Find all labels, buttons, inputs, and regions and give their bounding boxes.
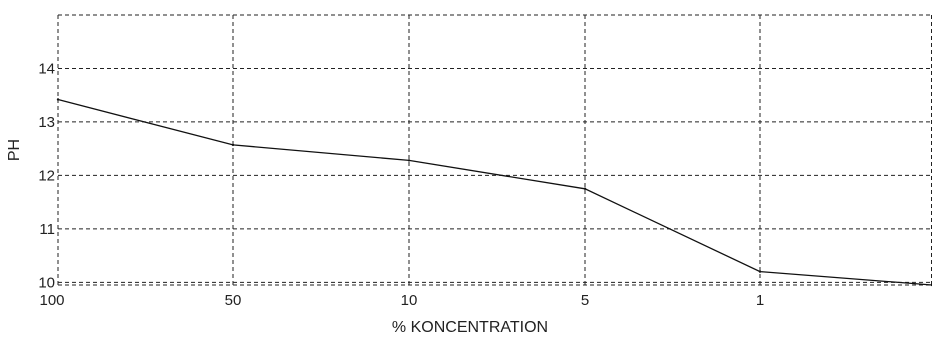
x-tick-label: 50	[225, 292, 242, 309]
y-tick-label: 14	[38, 60, 55, 77]
series-layer	[56, 98, 932, 287]
x-tick-label: 10	[401, 292, 418, 309]
x-tick-label: 100	[39, 292, 64, 309]
x-tick-labels: 100 50 10 5 1	[39, 292, 764, 309]
x-tick-label: 1	[756, 292, 764, 309]
data-point	[758, 270, 762, 273]
data-point	[231, 143, 235, 147]
series-line	[57, 98, 932, 286]
data-point	[583, 187, 587, 190]
y-tick-label: 13	[38, 114, 55, 131]
y-tick-labels: 10 11 12 13 14	[38, 60, 55, 291]
y-tick-label: 12	[38, 167, 55, 184]
x-axis-label: % KONCENTRATION	[392, 319, 548, 336]
y-axis-label: PH	[6, 139, 23, 161]
x-tick-label: 5	[581, 292, 589, 309]
data-point	[56, 98, 60, 101]
grid-layer	[57, 14, 932, 286]
data-point	[407, 159, 411, 162]
y-tick-label: 10	[38, 274, 55, 291]
y-tick-label: 11	[39, 221, 55, 238]
